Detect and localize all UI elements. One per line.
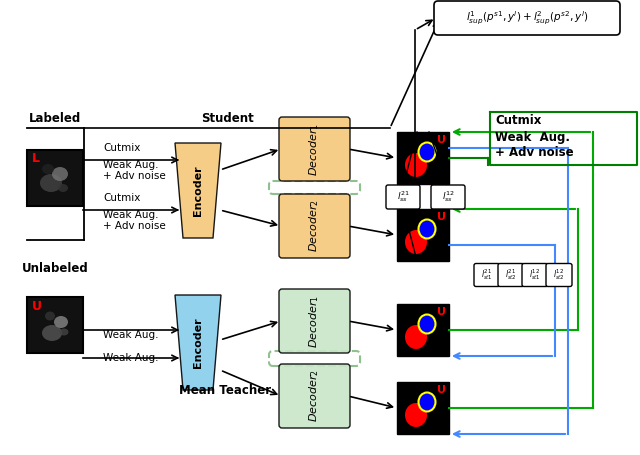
Ellipse shape bbox=[419, 142, 435, 162]
Text: $Decoder_2$: $Decoder_2$ bbox=[308, 369, 321, 423]
FancyBboxPatch shape bbox=[431, 185, 465, 209]
Text: $Decoder_1$: $Decoder_1$ bbox=[308, 294, 321, 348]
Text: $Decoder_1$: $Decoder_1$ bbox=[308, 122, 321, 176]
Ellipse shape bbox=[405, 325, 427, 349]
Ellipse shape bbox=[42, 325, 62, 341]
Text: Encoder: Encoder bbox=[193, 317, 203, 368]
Text: $l_{st1}^{21}$: $l_{st1}^{21}$ bbox=[481, 268, 493, 283]
Ellipse shape bbox=[419, 314, 435, 334]
Bar bbox=[27, 297, 83, 353]
Ellipse shape bbox=[52, 167, 68, 181]
Text: Cutmix: Cutmix bbox=[103, 193, 140, 203]
Bar bbox=[397, 132, 449, 184]
FancyBboxPatch shape bbox=[386, 185, 420, 209]
Text: $l_{st1}^{12}$: $l_{st1}^{12}$ bbox=[529, 268, 541, 283]
Text: U: U bbox=[32, 299, 42, 313]
Bar bbox=[397, 209, 449, 261]
FancyBboxPatch shape bbox=[279, 117, 350, 181]
Text: Unlabeled: Unlabeled bbox=[22, 262, 88, 274]
FancyBboxPatch shape bbox=[474, 263, 500, 287]
Text: Weak Aug.: Weak Aug. bbox=[103, 160, 159, 170]
Ellipse shape bbox=[405, 153, 427, 177]
Bar bbox=[397, 382, 449, 434]
Text: + Adv noise: + Adv noise bbox=[103, 171, 166, 181]
Polygon shape bbox=[175, 143, 221, 238]
Ellipse shape bbox=[419, 393, 435, 411]
Ellipse shape bbox=[45, 312, 55, 320]
Text: Student: Student bbox=[202, 111, 254, 125]
Ellipse shape bbox=[54, 316, 68, 328]
Text: + Adv noise: + Adv noise bbox=[495, 147, 573, 160]
Ellipse shape bbox=[405, 403, 427, 427]
Text: U: U bbox=[436, 385, 445, 395]
Ellipse shape bbox=[40, 174, 62, 192]
Text: $l_{ss}^{12}$: $l_{ss}^{12}$ bbox=[442, 190, 454, 204]
Ellipse shape bbox=[60, 329, 68, 335]
Text: $l_{st2}^{21}$: $l_{st2}^{21}$ bbox=[505, 268, 517, 283]
Ellipse shape bbox=[42, 164, 54, 174]
Text: Labeled: Labeled bbox=[29, 111, 81, 125]
Text: + Adv noise: + Adv noise bbox=[103, 221, 166, 231]
Text: $l_{st2}^{12}$: $l_{st2}^{12}$ bbox=[553, 268, 565, 283]
Text: L: L bbox=[32, 152, 40, 166]
FancyBboxPatch shape bbox=[279, 194, 350, 258]
FancyBboxPatch shape bbox=[279, 364, 350, 428]
Text: Cutmix: Cutmix bbox=[495, 113, 541, 126]
Text: U: U bbox=[436, 307, 445, 317]
FancyBboxPatch shape bbox=[546, 263, 572, 287]
Bar bbox=[27, 150, 83, 206]
Text: U: U bbox=[436, 212, 445, 222]
Text: $l_{ss}^{21}$: $l_{ss}^{21}$ bbox=[397, 190, 410, 204]
Text: $Decoder_2$: $Decoder_2$ bbox=[308, 200, 321, 253]
Bar bbox=[397, 304, 449, 356]
Ellipse shape bbox=[58, 184, 68, 192]
Polygon shape bbox=[175, 295, 221, 390]
Text: Weak Aug.: Weak Aug. bbox=[103, 330, 159, 340]
FancyBboxPatch shape bbox=[498, 263, 524, 287]
Text: U: U bbox=[436, 135, 445, 145]
Text: Cutmix: Cutmix bbox=[103, 143, 140, 153]
Ellipse shape bbox=[405, 230, 427, 254]
Text: Encoder: Encoder bbox=[193, 165, 203, 216]
FancyBboxPatch shape bbox=[522, 263, 548, 287]
Text: Weak Aug.: Weak Aug. bbox=[103, 353, 159, 363]
Text: Mean Teacher: Mean Teacher bbox=[179, 384, 271, 396]
Text: Weak Aug.: Weak Aug. bbox=[103, 210, 159, 220]
FancyBboxPatch shape bbox=[279, 289, 350, 353]
FancyBboxPatch shape bbox=[434, 1, 620, 35]
Ellipse shape bbox=[419, 219, 435, 238]
Text: Weak  Aug.: Weak Aug. bbox=[495, 131, 570, 145]
Text: $l_{sup}^1(p^{s1}, y^l) + l_{sup}^2(p^{s2}, y^l)$: $l_{sup}^1(p^{s1}, y^l) + l_{sup}^2(p^{s… bbox=[466, 9, 588, 27]
